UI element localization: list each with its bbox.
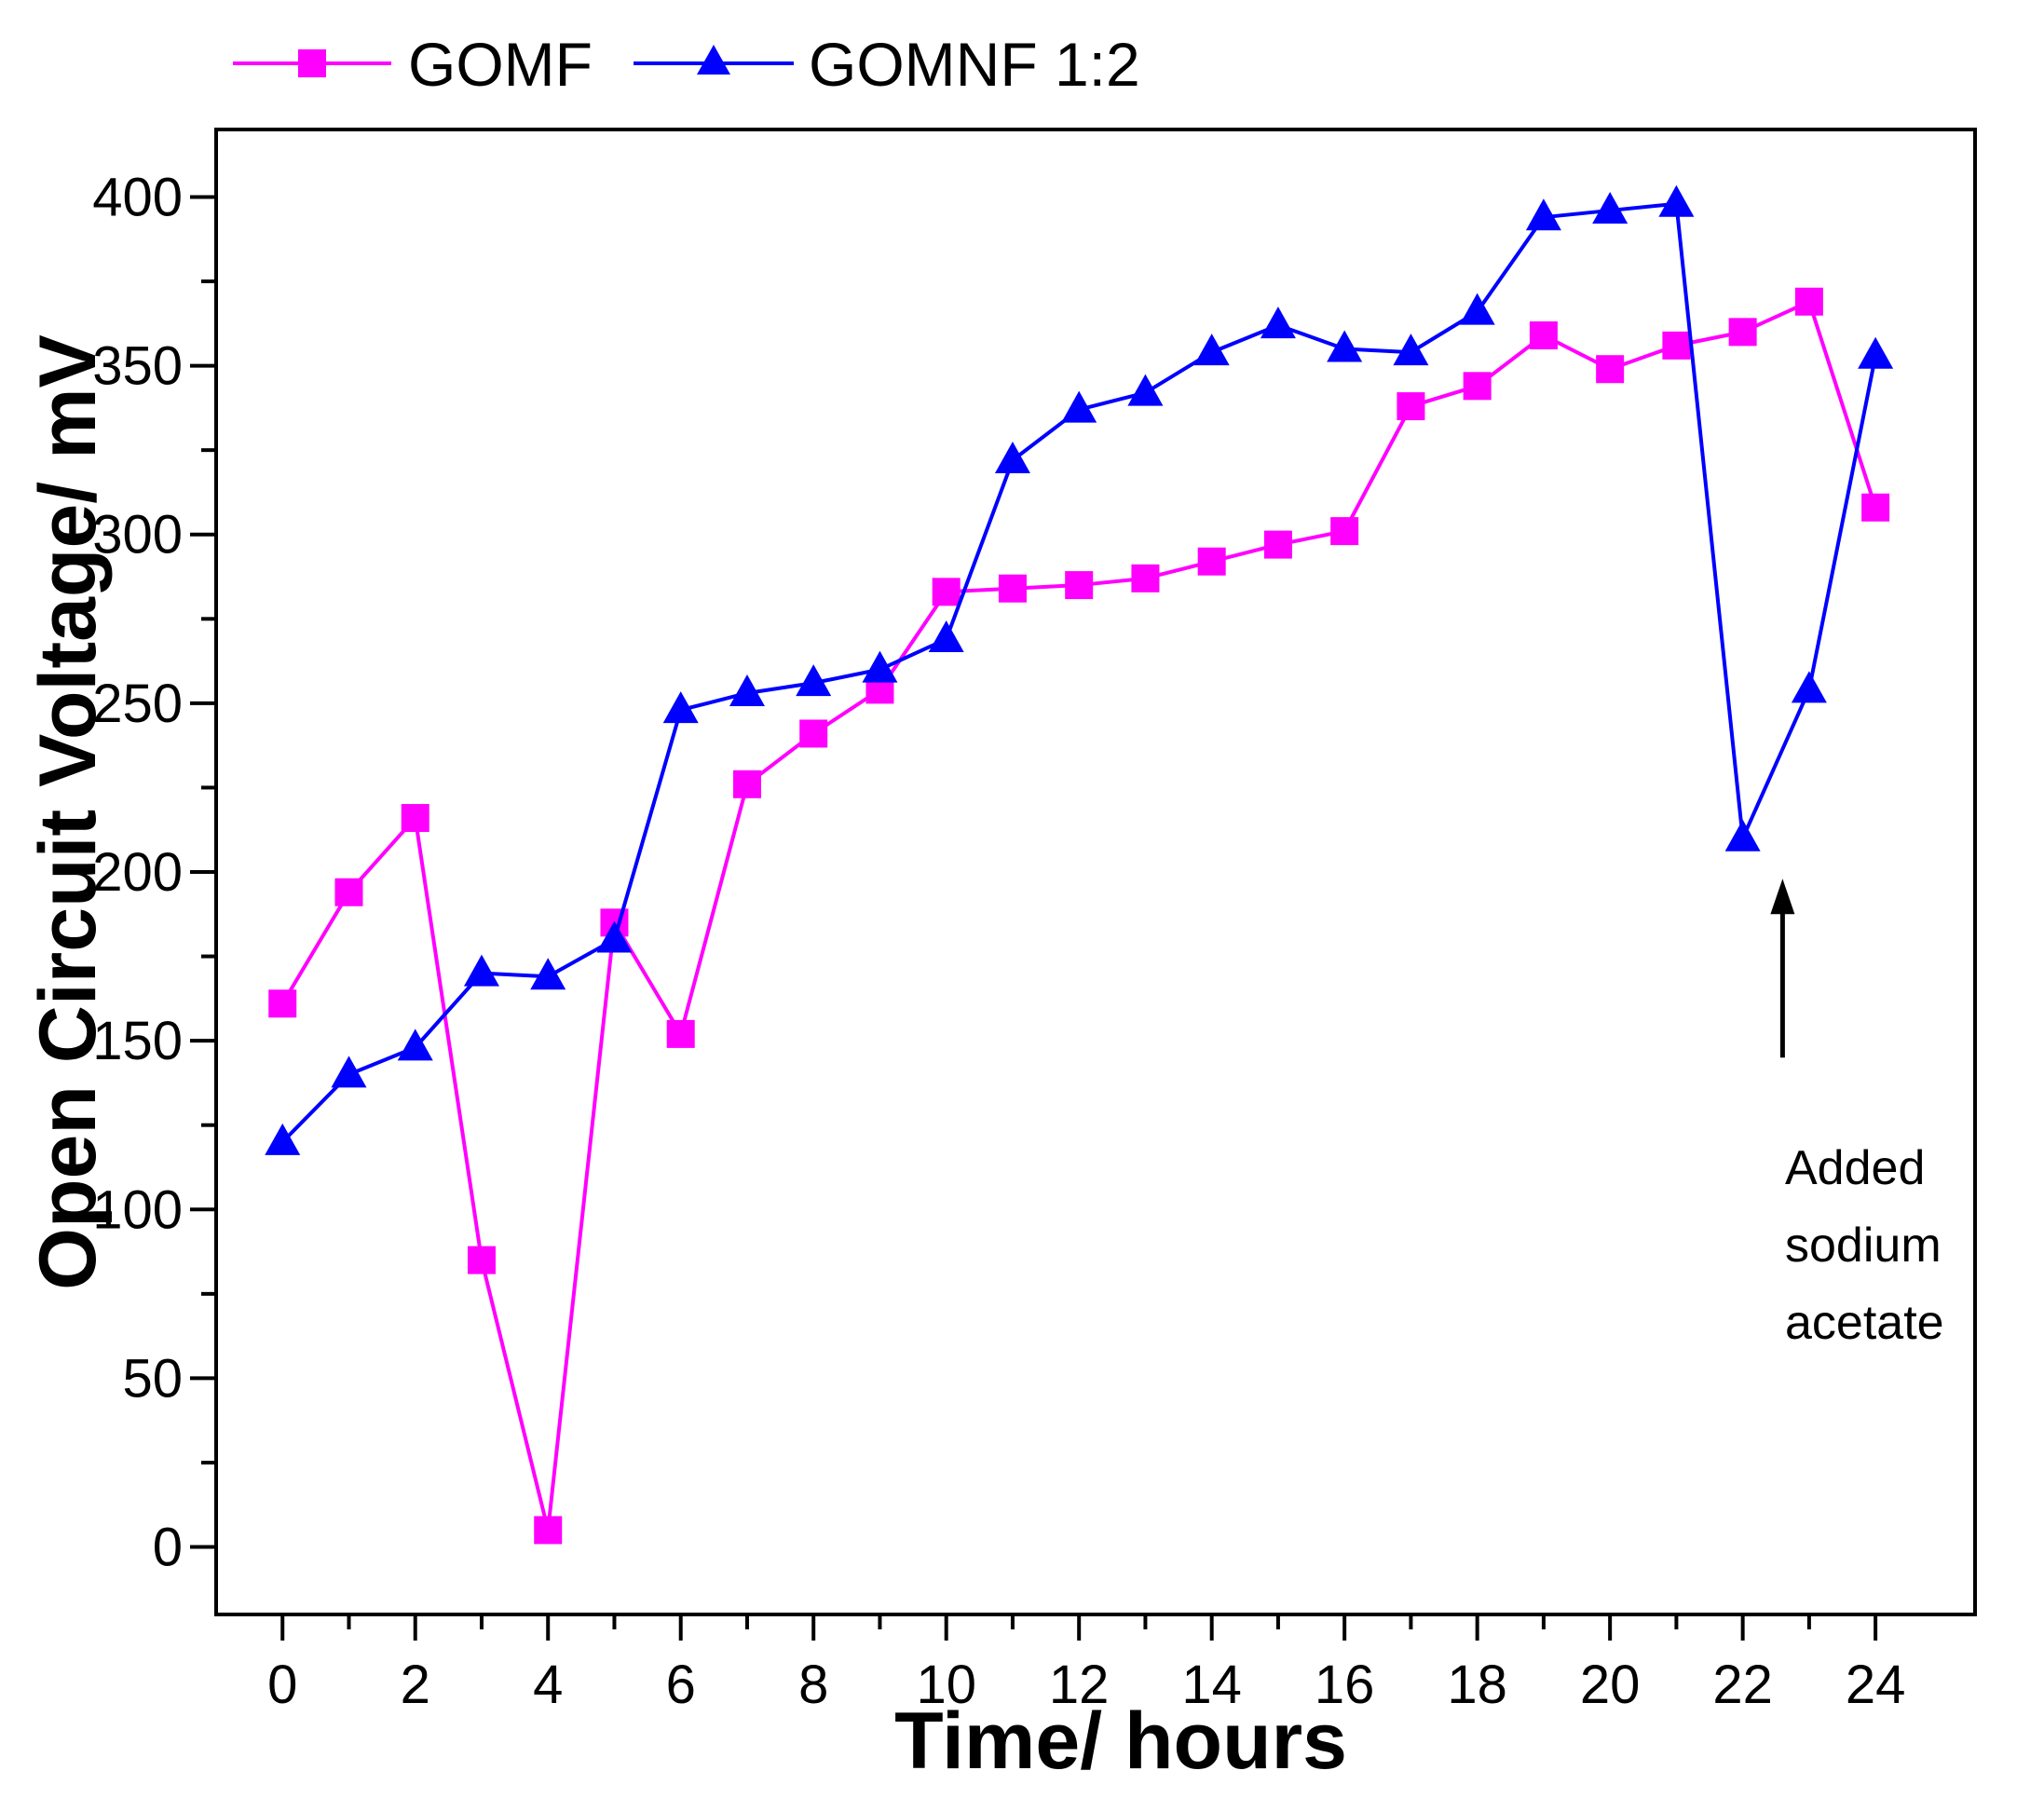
data-point-gomnf (994, 442, 1030, 474)
data-point-gomf (1397, 392, 1425, 421)
y-tick-label: 300 (92, 505, 183, 565)
legend-label-gomf: GOMF (408, 30, 593, 99)
annotation: Added sodium acetate (1770, 879, 1944, 1350)
x-tick-label: 20 (1580, 1655, 1641, 1715)
data-point-gomnf (463, 954, 499, 987)
data-point-gomf (1065, 571, 1094, 600)
data-point-gomf (1861, 493, 1890, 522)
x-tick-label: 4 (533, 1655, 563, 1715)
data-point-gomnf (1858, 336, 1894, 369)
y-tick-label: 0 (153, 1518, 183, 1578)
data-point-gomf (1662, 331, 1691, 360)
annotation-line-2: sodium (1785, 1219, 1942, 1273)
y-tick-label: 400 (92, 167, 183, 227)
data-point-gomf (1463, 372, 1492, 401)
y-axis: 0 50 100 150 200 250 300 350 400 (92, 167, 216, 1578)
data-point-gomf (932, 578, 961, 606)
data-point-gomf (1330, 517, 1359, 546)
data-point-gomf (799, 719, 828, 748)
data-point-gomnf (1459, 293, 1495, 325)
series-gomnf (265, 184, 1894, 1155)
data-point-gomnf (1724, 819, 1761, 851)
x-tick-label: 8 (798, 1655, 828, 1715)
legend-marker-gomnf (697, 45, 730, 75)
data-point-gomnf (530, 958, 566, 990)
data-point-gomnf (1327, 330, 1363, 362)
y-tick-label: 200 (92, 842, 183, 903)
data-point-gomnf (1791, 671, 1827, 703)
x-tick-label: 24 (1846, 1655, 1906, 1715)
legend: GOMF GOMNF 1:2 (233, 30, 1140, 99)
y-axis-title: Open Circuit Voltage/ mV (23, 334, 113, 1290)
data-point-gomf (1728, 318, 1757, 347)
data-point-gomnf (265, 1123, 301, 1155)
data-point-gomnf (331, 1056, 367, 1088)
legend-marker-gomf (298, 49, 326, 77)
data-point-gomf (1263, 530, 1292, 559)
data-point-gomnf (1592, 191, 1628, 224)
data-point-gomf (334, 878, 363, 906)
x-tick-label: 0 (267, 1655, 297, 1715)
data-point-gomf (1794, 287, 1823, 316)
data-point-gomnf (729, 674, 765, 706)
series-line-gomnf (280, 201, 1878, 1144)
legend-label-gomnf: GOMNF 1:2 (809, 30, 1140, 99)
x-axis: 0 2 4 6 8 10 12 14 16 18 20 22 24 (267, 1614, 1905, 1715)
series-line-gomf (280, 299, 1878, 1532)
data-point-gomnf (1127, 374, 1164, 406)
data-point-gomnf (796, 664, 832, 697)
data-point-gomnf (397, 1028, 433, 1061)
data-point-gomf (1197, 547, 1226, 576)
y-tick-label: 50 (122, 1348, 183, 1409)
x-tick-label: 2 (401, 1655, 430, 1715)
x-tick-label: 10 (916, 1655, 976, 1715)
data-point-gomnf (1193, 334, 1230, 366)
x-tick-label: 22 (1712, 1655, 1773, 1715)
data-point-gomnf (1525, 198, 1561, 231)
data-point-gomf (467, 1246, 496, 1274)
y-tick-label: 100 (92, 1179, 183, 1240)
data-point-gomf (1529, 320, 1558, 349)
annotation-line-1: Added (1785, 1141, 1925, 1195)
y-tick-label: 150 (92, 1011, 183, 1071)
data-point-gomf (1596, 355, 1625, 384)
x-axis-title: Time/ hours (894, 1696, 1347, 1786)
series-gomf (268, 287, 1890, 1545)
data-point-gomf (534, 1516, 563, 1545)
y-tick-label: 250 (92, 674, 183, 734)
data-point-gomnf (1260, 306, 1296, 339)
data-point-gomnf (1658, 184, 1695, 217)
data-point-gomnf (596, 920, 633, 953)
plot-frame (214, 128, 1977, 1616)
data-point-gomnf (1393, 334, 1429, 366)
data-point-gomf (401, 804, 429, 833)
annotation-arrow-head (1770, 879, 1795, 915)
data-point-gomf (998, 574, 1027, 603)
data-point-gomf (1131, 564, 1160, 593)
data-point-gomnf (862, 650, 898, 683)
data-point-gomnf (1061, 390, 1097, 423)
x-tick-label: 16 (1315, 1655, 1375, 1715)
annotation-line-3: acetate (1785, 1296, 1944, 1350)
x-tick-label: 14 (1181, 1655, 1242, 1715)
x-tick-label: 6 (666, 1655, 696, 1715)
x-tick-label: 12 (1049, 1655, 1110, 1715)
y-tick-label: 350 (92, 336, 183, 397)
data-point-gomnf (662, 691, 699, 724)
data-point-gomf (732, 770, 761, 798)
data-point-gomnf (928, 620, 964, 653)
series-layer (265, 184, 1894, 1545)
data-point-gomf (666, 1019, 695, 1048)
x-tick-label: 18 (1447, 1655, 1507, 1715)
data-point-gomf (268, 989, 297, 1018)
